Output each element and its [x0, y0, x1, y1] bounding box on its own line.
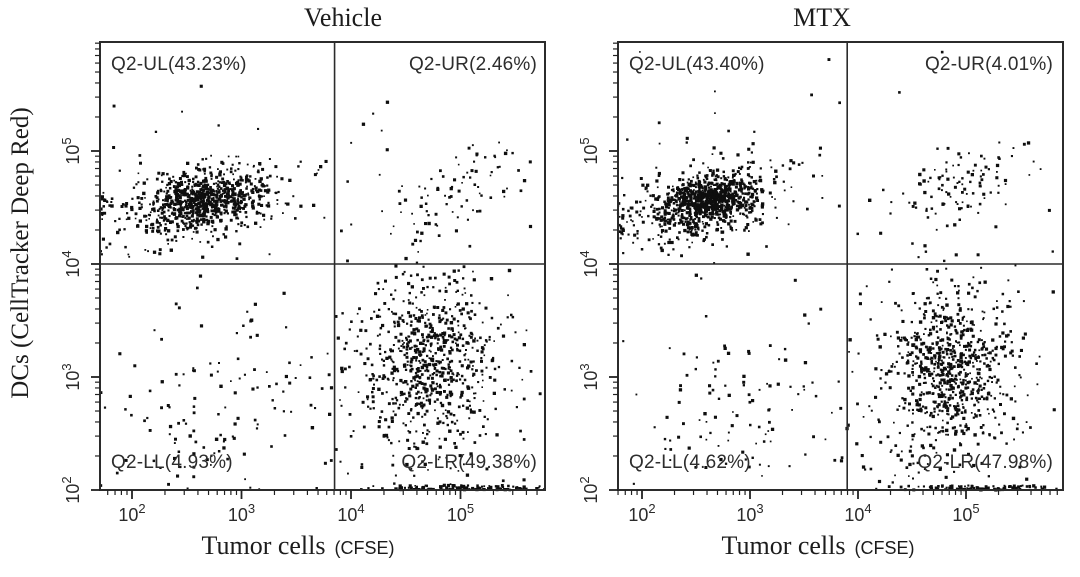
x-axis-title-mtx: Tumor cells (CFSE): [722, 531, 915, 561]
x-axis-title-main: Tumor cells: [201, 531, 326, 560]
axis-ticks: [91, 42, 538, 499]
quadrant-label-vehicle-lr: Q2-LR(49.38%): [401, 452, 537, 473]
x-tick-label: 102: [118, 501, 145, 525]
y-tick-labels: 102 103 104 105: [59, 137, 83, 503]
y-tick-label: 104: [577, 250, 601, 277]
x-axis-title-sub: (CFSE): [854, 538, 915, 558]
quadrant-label-mtx-ul: Q2-UL(43.40%): [629, 54, 765, 75]
quadrant-gates: [618, 42, 1063, 490]
y-tick-label: 103: [577, 363, 601, 390]
x-tick-label: 103: [736, 501, 763, 525]
y-tick-label: 105: [577, 137, 601, 164]
quadrant-label-vehicle-ur: Q2-UR(2.46%): [408, 54, 537, 75]
panel-title-mtx: MTX: [793, 3, 851, 32]
panel-mtx: 102 103 104 105 102 103 104 105: [577, 41, 1064, 525]
x-tick-label: 104: [337, 501, 364, 525]
y-tick-label: 105: [59, 137, 83, 164]
quadrant-gates: [100, 42, 545, 490]
y-tick-label: 103: [59, 363, 83, 390]
y-tick-label: 102: [577, 476, 601, 503]
quadrant-label-mtx-ll: Q2-LL(4.62%): [629, 452, 751, 473]
scatter-points: [99, 84, 546, 492]
x-tick-label: 103: [228, 501, 255, 525]
y-tick-label: 104: [59, 250, 83, 277]
panel-title-vehicle: Vehicle: [304, 3, 382, 32]
quadrant-label-vehicle-ll: Q2-LL(4.93%): [111, 452, 233, 473]
x-tick-label: 104: [844, 501, 871, 525]
x-tick-labels: 102 103 104 105: [118, 501, 474, 525]
x-tick-label: 105: [447, 501, 474, 525]
x-tick-label: 105: [952, 501, 979, 525]
quadrant-label-mtx-lr: Q2-LR(47.98%): [917, 452, 1053, 473]
y-tick-label: 102: [59, 476, 83, 503]
scatter-points: [616, 50, 1058, 492]
x-axis-title-vehicle: Tumor cells (CFSE): [202, 531, 395, 561]
x-tick-labels: 102 103 104 105: [628, 501, 979, 525]
quadrant-label-vehicle-ul: Q2-UL(43.23%): [111, 54, 247, 75]
axis-ticks: [609, 42, 1058, 499]
x-tick-label: 102: [628, 501, 655, 525]
x-axis-title-sub: (CFSE): [334, 538, 395, 558]
plot-frame: [99, 41, 546, 491]
y-axis-title: DCs (CellTracker Deep Red): [7, 107, 34, 399]
quadrant-label-mtx-ur: Q2-UR(4.01%): [924, 54, 1053, 75]
plot-frame: [617, 41, 1064, 491]
x-axis-title-main: Tumor cells: [721, 531, 846, 560]
y-tick-labels: 102 103 104 105: [577, 137, 601, 503]
panel-vehicle: 102 103 104 105 102 103 104 105: [59, 41, 546, 525]
